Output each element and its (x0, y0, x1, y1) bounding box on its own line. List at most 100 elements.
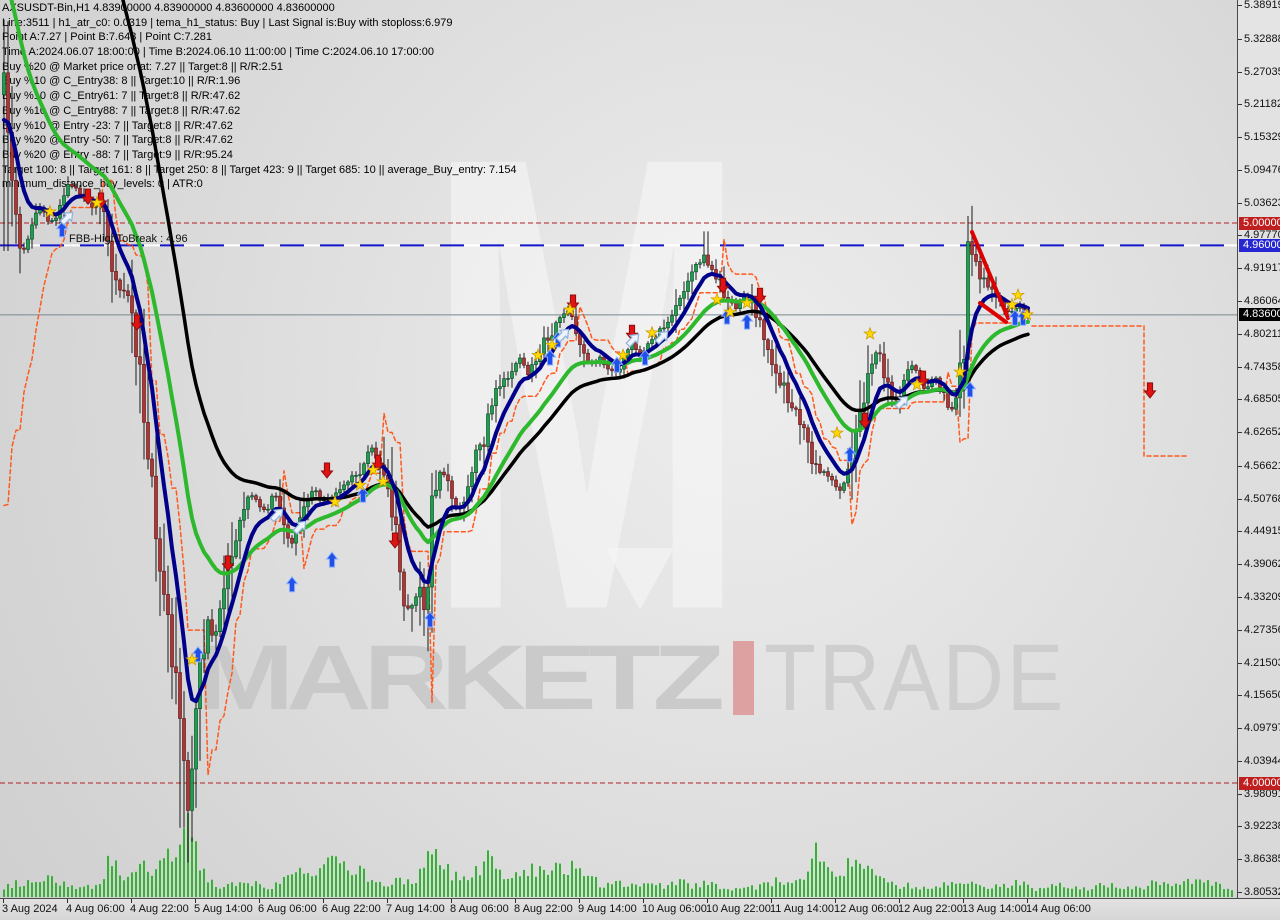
star-marker (563, 302, 577, 316)
price-axis-tick (1238, 531, 1242, 532)
time-axis-tick (387, 899, 388, 903)
price-axis-label: 4.39062 (1244, 558, 1280, 570)
price-axis-tick (1238, 137, 1242, 138)
time-axis-label: 12 Aug 22:00 (898, 903, 963, 915)
time-axis-label: 8 Aug 22:00 (514, 903, 573, 915)
star-marker (353, 477, 367, 491)
time-axis-label: 10 Aug 06:00 (642, 903, 707, 915)
sell-marker (858, 412, 872, 429)
time-axis-label: 4 Aug 22:00 (130, 903, 189, 915)
price-tag-4.83600: 4.83600 (1239, 308, 1280, 321)
price-tag-4.96000: 4.96000 (1239, 239, 1280, 252)
hollow-marker (654, 330, 669, 345)
time-axis-tick (643, 899, 644, 903)
price-axis-tick (1238, 597, 1242, 598)
price-axis-label: 4.27356 (1244, 624, 1280, 636)
time-axis-label: 4 Aug 06:00 (66, 903, 125, 915)
star-marker (830, 425, 844, 439)
price-axis-label: 4.03944 (1244, 755, 1280, 767)
time-axis-label: 11 Aug 14:00 (770, 903, 835, 915)
indicator-info-line-11: Target 100: 8 || Target 161: 8 || Target… (2, 163, 517, 176)
sell-marker (1143, 382, 1157, 399)
indicator-info-line-1: Line:3511 | h1_atr_c0: 0.0319 | tema_h1_… (2, 16, 453, 29)
time-axis-tick (323, 899, 324, 903)
horizontal-levels (0, 222, 1237, 784)
star-marker (185, 652, 199, 666)
buy-marker (191, 645, 205, 663)
star-marker (710, 292, 724, 306)
price-axis-tick (1238, 203, 1242, 204)
price-axis-tick (1238, 826, 1242, 827)
sell-marker (388, 532, 402, 549)
time-axis-tick (515, 899, 516, 903)
indicator-info-line-8: Buy %10 @ Entry -23: 7 || Target:8 || R/… (2, 119, 233, 132)
indicator-info-line-12: minimum_distance_buy_levels: 0 | ATR:0 (2, 178, 203, 191)
price-axis-label: 5.09476 (1244, 164, 1280, 176)
time-axis[interactable]: 3 Aug 2024 4 Aug 06:00 4 Aug 22:00 5 Aug 14… (0, 898, 1280, 920)
price-axis-label: 3.80532 (1244, 886, 1280, 898)
time-axis-tick (771, 899, 772, 903)
hollow-marker (625, 333, 640, 348)
time-axis-tick (835, 899, 836, 903)
star-marker (616, 347, 630, 362)
time-axis-tick (131, 899, 132, 903)
star-marker (90, 195, 104, 209)
star-marker (863, 326, 877, 340)
price-axis-label: 5.38919 (1244, 0, 1280, 11)
price-axis-label: 4.21503 (1244, 657, 1280, 669)
time-axis-label: 3 Aug 2024 (2, 903, 58, 915)
buy-marker (423, 611, 437, 628)
price-axis[interactable]: 5.38919 5.32888 5.27035 5.21182 5.15329 5.094… (1237, 0, 1280, 898)
price-axis-label: 5.21182 (1244, 98, 1280, 110)
star-marker (43, 204, 57, 218)
price-axis-label: 3.86385 (1244, 853, 1280, 865)
time-axis-tick (707, 899, 708, 903)
price-axis-label: 4.62652 (1244, 426, 1280, 438)
price-axis-label: 4.56621 (1244, 460, 1280, 472)
tema-mid-green (9, 0, 1030, 576)
time-axis-tick (579, 899, 580, 903)
candles-layer (2, 19, 1030, 863)
price-axis-label: 3.98091 (1244, 788, 1280, 800)
fbb-line-label: FBB-HighToBreak : 4.96 (69, 233, 188, 245)
price-axis-label: 4.15650 (1244, 689, 1280, 701)
sell-marker (320, 462, 334, 479)
price-axis-label: 5.03623 (1244, 197, 1280, 209)
price-axis-tick (1238, 859, 1242, 860)
signal-markers (43, 188, 1157, 666)
hollow-marker (894, 395, 909, 410)
price-tag-5.00000: 5.00000 (1239, 217, 1280, 230)
price-axis-label: 4.74358 (1244, 361, 1280, 373)
buy-marker (963, 381, 977, 398)
star-marker (531, 347, 545, 362)
sell-marker (753, 287, 767, 305)
time-axis-label: 6 Aug 06:00 (258, 903, 317, 915)
time-axis-tick (451, 899, 452, 903)
price-axis-label: 4.91917 (1244, 262, 1280, 274)
star-marker (545, 337, 559, 351)
star-marker (328, 494, 342, 508)
buy-marker (285, 575, 299, 593)
time-axis-tick (1027, 899, 1028, 903)
time-axis-tick (195, 899, 196, 903)
price-axis-tick (1238, 268, 1242, 269)
price-axis-label: 4.33209 (1244, 591, 1280, 603)
star-marker (1011, 287, 1025, 302)
buy-marker (638, 349, 652, 366)
time-axis-tick (259, 899, 260, 903)
price-axis-tick (1238, 170, 1242, 171)
chart-surface[interactable] (0, 0, 1237, 898)
star-marker (740, 295, 754, 309)
hollow-marker (292, 520, 307, 535)
buy-marker (610, 356, 624, 373)
buy-marker (325, 551, 339, 568)
indicator-info-line-2: Point A:7.27 | Point B:7.643 | Point C:7… (2, 31, 212, 44)
price-axis-tick (1238, 892, 1242, 893)
price-axis-label: 5.27035 (1244, 66, 1280, 78)
hollow-marker (555, 328, 570, 343)
time-axis-label: 8 Aug 06:00 (450, 903, 509, 915)
indicator-info-line-5: Buy %10 @ C_Entry38: 8 || Target:10 || R… (2, 75, 241, 88)
buy-marker (356, 486, 370, 503)
price-axis-tick (1238, 794, 1242, 795)
